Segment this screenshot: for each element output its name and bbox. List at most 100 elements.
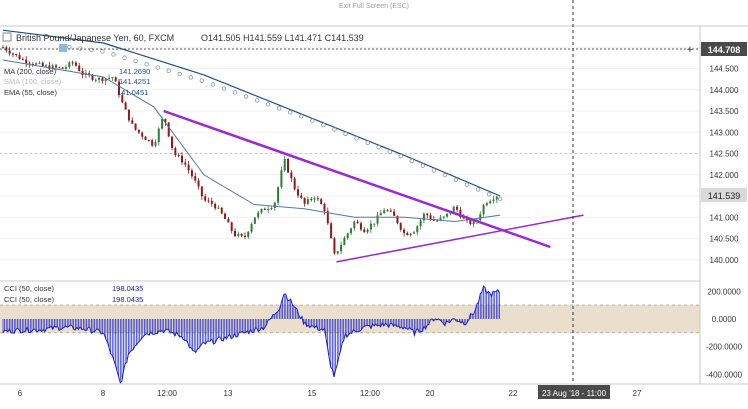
- candle-body: [171, 136, 174, 148]
- candle-body: [277, 187, 280, 203]
- sma-100-marker: [321, 122, 326, 128]
- candle-body: [207, 200, 210, 202]
- candle-body: [379, 213, 382, 216]
- candle-body: [144, 136, 147, 140]
- sma-100-marker: [398, 153, 403, 159]
- cci-legend: CCI (50, close) 198.0435 CCI (50, close)…: [4, 284, 143, 304]
- candle-body: [134, 123, 137, 130]
- candle-body: [273, 202, 276, 209]
- ascending-trendline: [336, 214, 584, 263]
- candle-body: [363, 229, 366, 233]
- candle-body: [396, 215, 399, 224]
- sma-100-marker: [133, 58, 138, 64]
- candle-body: [74, 62, 77, 66]
- candle-body: [64, 67, 67, 69]
- sma-100-marker: [122, 55, 127, 60]
- candle-body: [161, 118, 164, 129]
- candle-body: [240, 233, 243, 236]
- candle-body: [409, 233, 412, 236]
- candle-body: [320, 199, 323, 205]
- price-tick-label: 144.000: [710, 86, 739, 95]
- cci-value-1: 198.0435: [112, 284, 143, 293]
- candle-body: [127, 109, 130, 121]
- ema-label: EMA (55, close): [4, 88, 57, 97]
- candle-body: [197, 180, 200, 187]
- ema-55-line: [2, 59, 501, 223]
- candle-body: [485, 203, 488, 206]
- candle-body: [68, 62, 71, 68]
- candle-body: [459, 209, 462, 218]
- candle-body: [296, 189, 299, 196]
- sma-100-marker: [111, 52, 116, 57]
- candle-body: [383, 210, 386, 214]
- candle-body: [51, 65, 54, 70]
- candle-body: [403, 229, 406, 233]
- price-tick-label: 143.500: [710, 107, 739, 116]
- price-tick-label: 142.000: [710, 171, 739, 180]
- candle-body: [147, 139, 150, 141]
- candle-body: [71, 62, 74, 64]
- crosshair-price-tag: [701, 42, 747, 56]
- candle-body: [224, 213, 227, 219]
- ma-label: MA (200, close): [4, 67, 57, 76]
- ma-settings-icon[interactable]: [59, 44, 67, 52]
- time-tag-label: 23 Aug '18 - 11:00: [542, 389, 607, 398]
- candle-body: [94, 79, 97, 81]
- candle-body: [287, 158, 290, 173]
- cci-pane: [0, 285, 700, 384]
- price-tick-label: 141.000: [710, 213, 739, 222]
- candle-body: [137, 129, 140, 133]
- sma-100-marker: [354, 136, 359, 141]
- candle-body: [350, 228, 353, 234]
- candle-body: [227, 218, 230, 223]
- candle-body: [167, 122, 170, 137]
- candle-body: [190, 170, 193, 177]
- candle-body: [55, 65, 58, 68]
- price-tick-label: 140.000: [710, 256, 739, 265]
- candle-body: [38, 62, 41, 64]
- candle-body: [177, 155, 180, 157]
- candle-body: [15, 54, 18, 56]
- collapse-legend-button[interactable]: [2, 32, 12, 42]
- candle-body: [313, 198, 316, 200]
- sma-100-marker: [486, 192, 492, 197]
- candle-body: [446, 213, 449, 217]
- sma-100-marker: [155, 65, 160, 70]
- legend: British Pound/Japanese Yen, 60, FXCM O14…: [2, 32, 364, 97]
- candle-body: [479, 214, 482, 221]
- candle-body: [118, 81, 121, 96]
- candle-body: [389, 210, 392, 212]
- candle-body: [98, 77, 101, 80]
- candle-body: [482, 205, 485, 215]
- candle-body: [141, 132, 144, 137]
- candle-body: [111, 77, 114, 79]
- sma-100-marker: [210, 82, 216, 87]
- time-tick-label: 12:00: [360, 389, 381, 398]
- time-tick-label: 12:00: [157, 389, 178, 398]
- candle-body: [41, 62, 44, 67]
- sma-100-marker: [265, 102, 271, 107]
- candle-body: [131, 120, 134, 124]
- sma-100-marker: [475, 187, 481, 192]
- candle-body: [343, 238, 346, 246]
- ma-200-line: [2, 29, 501, 197]
- candle-body: [214, 203, 217, 209]
- candle-body: [45, 65, 48, 67]
- sma-100-marker: [166, 68, 171, 74]
- candle-body: [290, 172, 293, 179]
- candle-body: [376, 215, 379, 224]
- candle-body: [492, 199, 495, 202]
- cci-tick-label: -200.0000: [706, 343, 743, 352]
- sma-100-marker: [332, 127, 337, 132]
- candle-body: [436, 220, 439, 222]
- ma-value: 141.2690: [119, 67, 150, 76]
- candle-body: [31, 63, 34, 65]
- sma-100-marker: [288, 110, 293, 115]
- descending-trendline: [163, 109, 551, 249]
- candle-body: [489, 201, 492, 204]
- candle-body: [230, 222, 233, 231]
- time-tick-label: 20: [426, 389, 435, 398]
- exit-fullscreen-button[interactable]: Exit Full Screen (ESC): [339, 3, 409, 10]
- candle-body: [356, 221, 359, 224]
- candle-body: [247, 231, 250, 238]
